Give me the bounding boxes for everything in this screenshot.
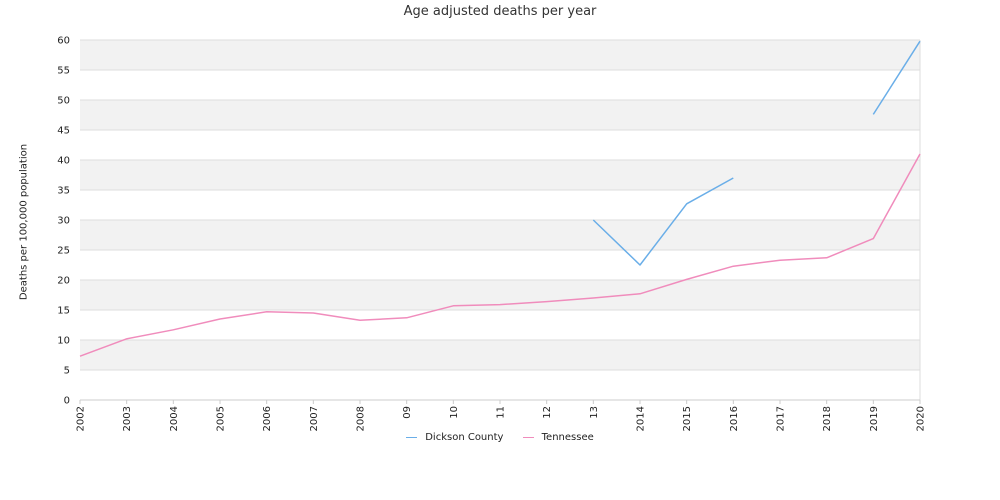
x-tick-label: 12 [542, 406, 553, 419]
grid-band [80, 280, 920, 310]
y-tick-label: 20 [57, 276, 70, 287]
legend-swatch-tennessee [522, 437, 534, 438]
x-tick-label: 2008 [356, 406, 367, 431]
x-tick-label: 2003 [122, 406, 133, 431]
x-tick-label: 13 [589, 406, 600, 419]
x-tick-label: 10 [449, 406, 460, 419]
legend-swatch-dickson-county [406, 437, 418, 438]
legend-item-tennessee[interactable]: Tennessee [522, 432, 594, 443]
x-tick-label: 2007 [309, 406, 320, 431]
grid-band [80, 310, 920, 340]
x-tick-label: 2017 [776, 406, 787, 431]
legend-label-tennessee: Tennessee [541, 432, 594, 443]
y-tick-label: 5 [64, 366, 70, 377]
y-tick-label: 30 [57, 216, 70, 227]
legend-item-dickson-county[interactable]: Dickson County [406, 432, 503, 443]
grid-band [80, 130, 920, 160]
grid-band [80, 250, 920, 280]
grid-band [80, 370, 920, 400]
y-tick-label: 40 [57, 156, 70, 167]
y-tick-label: 35 [57, 186, 70, 197]
x-tick-label: 2018 [822, 406, 833, 431]
chart-title: Age adjusted deaths per year [403, 4, 597, 19]
y-axis-ticks: 0 5 10 15 20 25 30 35 40 45 50 55 60 [57, 36, 70, 407]
grid-band [80, 70, 920, 100]
legend-label-dickson-county: Dickson County [425, 432, 504, 443]
x-tick-label: 11 [496, 406, 507, 419]
x-tick-label: 2014 [636, 406, 647, 431]
y-tick-label: 15 [57, 306, 70, 317]
x-tick-label: 2002 [76, 406, 87, 431]
x-tick-label: 2019 [869, 406, 880, 431]
grid-band [80, 100, 920, 130]
grid-band [80, 340, 920, 370]
x-tick-label: 2004 [169, 406, 180, 431]
series-lines [79, 40, 921, 357]
y-tick-label: 0 [64, 396, 70, 407]
x-tick-label: 2005 [216, 406, 227, 431]
y-tick-label: 50 [57, 96, 70, 107]
y-tick-label: 10 [57, 336, 70, 347]
grid-band [80, 160, 920, 190]
x-tick-label: 2015 [682, 406, 693, 431]
series-line-dickson-county[interactable] [592, 177, 734, 266]
x-tick-label: 09 [402, 406, 413, 419]
legend: Dickson County Tennessee [0, 430, 1000, 443]
y-tick-label: 45 [57, 126, 70, 137]
series-line-dickson-county[interactable] [872, 40, 921, 115]
x-tick-label: 2020 [916, 406, 927, 431]
x-tick-label: 2016 [729, 406, 740, 431]
y-tick-label: 60 [57, 36, 70, 47]
series-line-tennessee[interactable] [79, 153, 921, 357]
grid-band [80, 40, 920, 70]
grid-band [80, 190, 920, 220]
x-axis-ticks: 2002 2003 2004 2005 2006 2007 2008 09 10 11 12 13 20… [76, 400, 927, 431]
grid-band [80, 220, 920, 250]
x-tick-label: 2006 [262, 406, 273, 431]
y-tick-label: 55 [57, 66, 70, 77]
y-tick-label: 25 [57, 246, 70, 257]
